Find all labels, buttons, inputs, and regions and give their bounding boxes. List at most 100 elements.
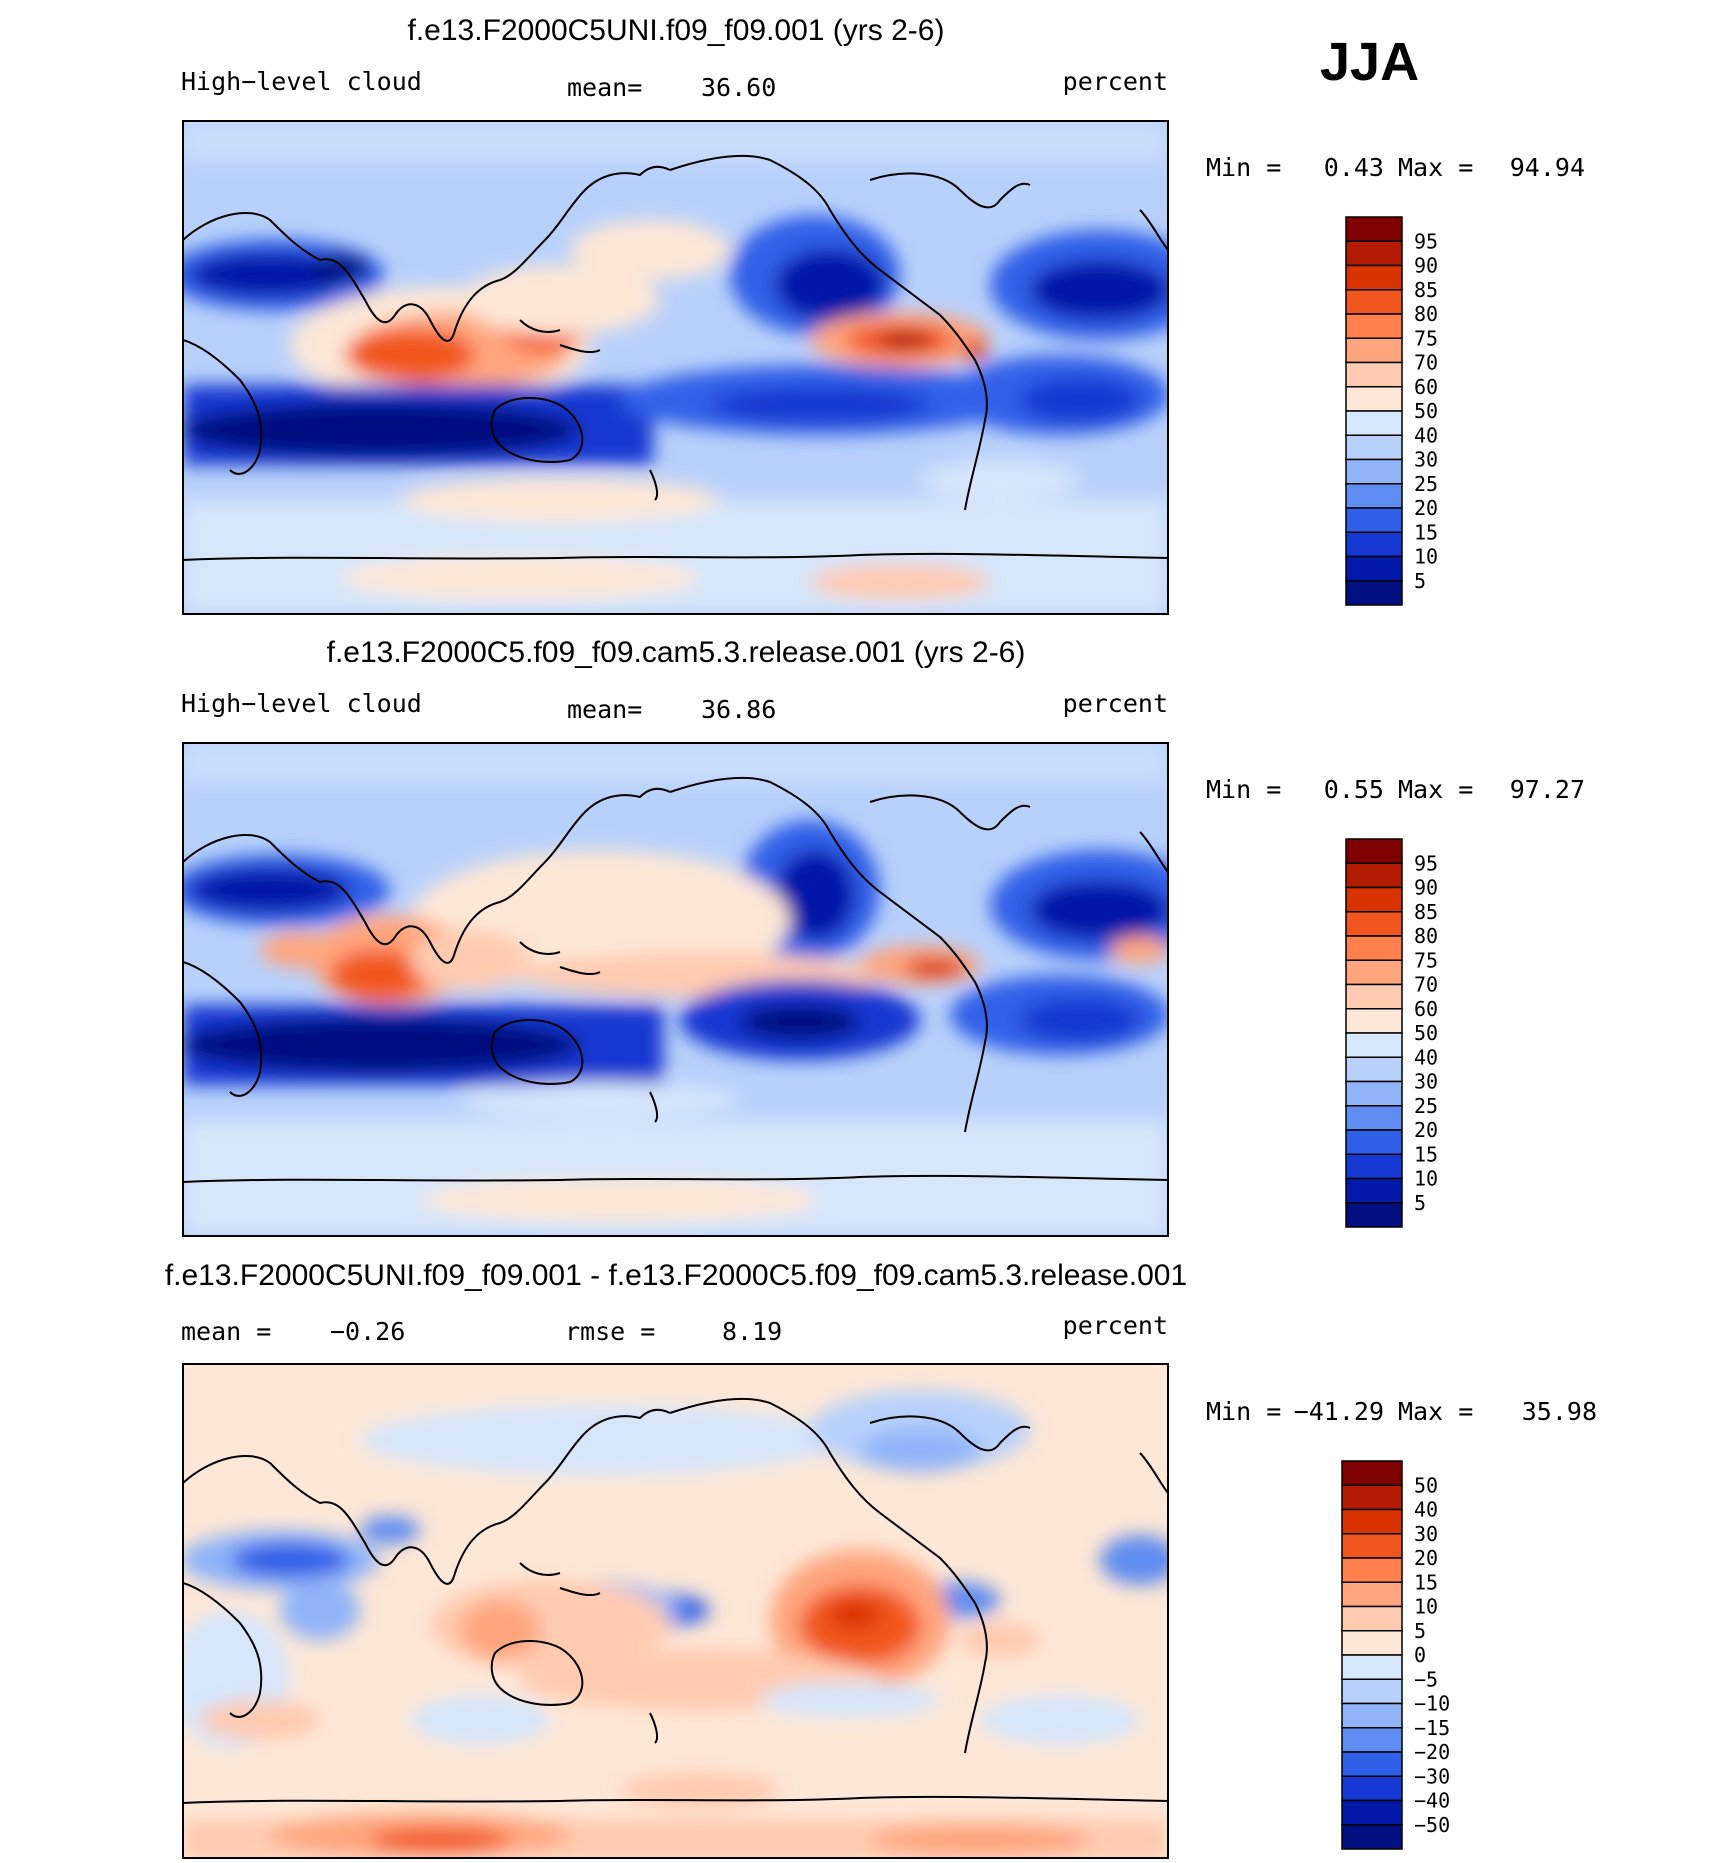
- colorbar-tick-label: 80: [1414, 302, 1438, 326]
- panel-1-map: [183, 121, 1168, 614]
- panel-3-max-value: 35.98: [1522, 1397, 1597, 1426]
- colorbar-tick-label: 25: [1414, 1094, 1438, 1118]
- colorbar-tick-label: 80: [1414, 924, 1438, 948]
- colorbar-tick-label: 5: [1414, 1619, 1426, 1643]
- colorbar-swatch: [1345, 264, 1403, 291]
- colorbar-swatch: [1345, 1153, 1403, 1180]
- panel-2-max-label: Max =: [1398, 775, 1473, 804]
- colorbar-swatch: [1345, 507, 1403, 533]
- colorbar-swatch: [1345, 838, 1403, 864]
- colorbar-tick-label: 90: [1414, 876, 1438, 900]
- panel-1-max-value: 94.94: [1510, 153, 1585, 182]
- colorbar-swatch: [1345, 289, 1403, 315]
- colorbar-swatch: [1345, 313, 1403, 339]
- colorbar-tick-label: 50: [1414, 1473, 1438, 1497]
- colorbar-tick-label: −30: [1414, 1764, 1450, 1788]
- panel-3-max-label: Max =: [1398, 1397, 1473, 1426]
- colorbar-swatch: [1345, 886, 1403, 913]
- colorbar-swatch: [1345, 240, 1403, 267]
- colorbar-tick-label: 5: [1414, 569, 1426, 593]
- colorbar-tick-label: 60: [1414, 997, 1438, 1021]
- colorbar-tick-label: 40: [1414, 1045, 1438, 1069]
- colorbar-tick-label: −10: [1414, 1692, 1450, 1716]
- panel-1-variable: High−level cloud: [181, 67, 422, 96]
- panel-2-max-value: 97.27: [1510, 775, 1585, 804]
- colorbar-swatch: [1345, 410, 1403, 436]
- colorbar-swatch: [1341, 1508, 1403, 1535]
- colorbar-tick-label: 90: [1414, 254, 1438, 278]
- panel-2-units: percent: [1063, 689, 1168, 718]
- panel-1-min-value: 0.43: [1324, 153, 1384, 182]
- colorbar-tick-label: 25: [1414, 472, 1438, 496]
- colorbar-swatch: [1345, 555, 1403, 582]
- panel-3-min-label: Min =: [1206, 1397, 1281, 1426]
- panel-1-units: percent: [1063, 67, 1168, 96]
- colorbar-swatch: [1345, 1032, 1403, 1058]
- colorbar-swatch: [1341, 1630, 1403, 1656]
- panel-2-coastlines: [183, 776, 1168, 1183]
- colorbar-swatch: [1341, 1557, 1403, 1583]
- colorbar-swatch: [1345, 1008, 1403, 1034]
- panel-1-coastlines: [183, 154, 1168, 561]
- colorbar-swatch: [1345, 911, 1403, 937]
- colorbar-swatch: [1341, 1702, 1403, 1729]
- colorbar-swatch: [1345, 580, 1403, 606]
- colorbar-tick-label: 20: [1414, 496, 1438, 520]
- panel-2: f.e13.F2000C5.f09_f09.cam5.3.release.001…: [181, 636, 1585, 1237]
- panel-3-units: percent: [1063, 1311, 1168, 1340]
- colorbar-swatch: [1345, 862, 1403, 889]
- panel-3-map: [183, 1364, 1168, 1858]
- colorbar-swatch: [1345, 434, 1403, 461]
- colorbar-swatch: [1345, 361, 1403, 388]
- colorbar-tick-label: 40: [1414, 1498, 1438, 1522]
- colorbar-tick-label: 70: [1414, 973, 1438, 997]
- colorbar-swatch: [1341, 1678, 1403, 1705]
- panel-1-mean-value: 36.60: [701, 73, 776, 102]
- panel-3-title: f.e13.F2000C5UNI.f09_f09.001 - f.e13.F20…: [165, 1259, 1187, 1292]
- colorbar-swatch: [1345, 1056, 1403, 1083]
- colorbar-tick-label: 95: [1414, 229, 1438, 253]
- colorbar-tick-label: 85: [1414, 278, 1438, 302]
- colorbar-swatch: [1341, 1533, 1403, 1559]
- colorbar-tick-label: 5: [1414, 1191, 1426, 1215]
- colorbar-swatch: [1345, 983, 1403, 1010]
- colorbar-swatch: [1345, 1080, 1403, 1107]
- season-label: JJA: [1320, 32, 1419, 92]
- panel-2-min-value: 0.55: [1324, 775, 1384, 804]
- colorbar-tick-label: 15: [1414, 1570, 1438, 1594]
- colorbar-tick-label: 95: [1414, 851, 1438, 875]
- colorbar-swatch: [1341, 1751, 1403, 1777]
- panel-1-title: f.e13.F2000C5UNI.f09_f09.001 (yrs 2-6): [408, 14, 945, 47]
- colorbar-tick-label: 50: [1414, 1021, 1438, 1045]
- panel-3-rmse-label: rmse =: [565, 1317, 655, 1346]
- colorbar-swatch: [1345, 1105, 1403, 1131]
- panel-3-mean-value: −0.26: [330, 1317, 405, 1346]
- panel-3: f.e13.F2000C5UNI.f09_f09.001 - f.e13.F20…: [165, 1259, 1597, 1859]
- colorbar-tick-label: 10: [1414, 1167, 1438, 1191]
- panel-2-mean-label: mean=: [567, 695, 642, 724]
- colorbar-swatch: [1345, 483, 1403, 509]
- colorbar-swatch: [1345, 1129, 1403, 1155]
- panel-2-variable: High−level cloud: [181, 689, 422, 718]
- panel-3-frame: [182, 1363, 1169, 1859]
- colorbar-tick-label: 30: [1414, 448, 1438, 472]
- colorbar-tick-label: 60: [1414, 375, 1438, 399]
- colorbar-tick-label: 10: [1414, 545, 1438, 569]
- panel-3-mean-label: mean =: [181, 1317, 271, 1346]
- colorbar-tick-label: 20: [1414, 1546, 1438, 1570]
- panel-1: f.e13.F2000C5UNI.f09_f09.001 (yrs 2-6) H…: [181, 14, 1585, 615]
- colorbar-tick-label: −50: [1414, 1813, 1450, 1837]
- colorbar-swatch: [1345, 935, 1403, 961]
- colorbar-tick-label: 15: [1414, 1142, 1438, 1166]
- panel-2-map: [183, 743, 1168, 1236]
- colorbar-tick-label: 20: [1414, 1118, 1438, 1142]
- colorbar-tick-label: 30: [1414, 1522, 1438, 1546]
- colorbar-tick-label: −40: [1414, 1789, 1450, 1813]
- colorbar-swatch: [1341, 1727, 1403, 1753]
- colorbar-tick-label: 10: [1414, 1595, 1438, 1619]
- colorbar-swatch: [1341, 1775, 1403, 1802]
- colorbar-swatch: [1341, 1824, 1403, 1850]
- colorbar-swatch: [1341, 1581, 1403, 1608]
